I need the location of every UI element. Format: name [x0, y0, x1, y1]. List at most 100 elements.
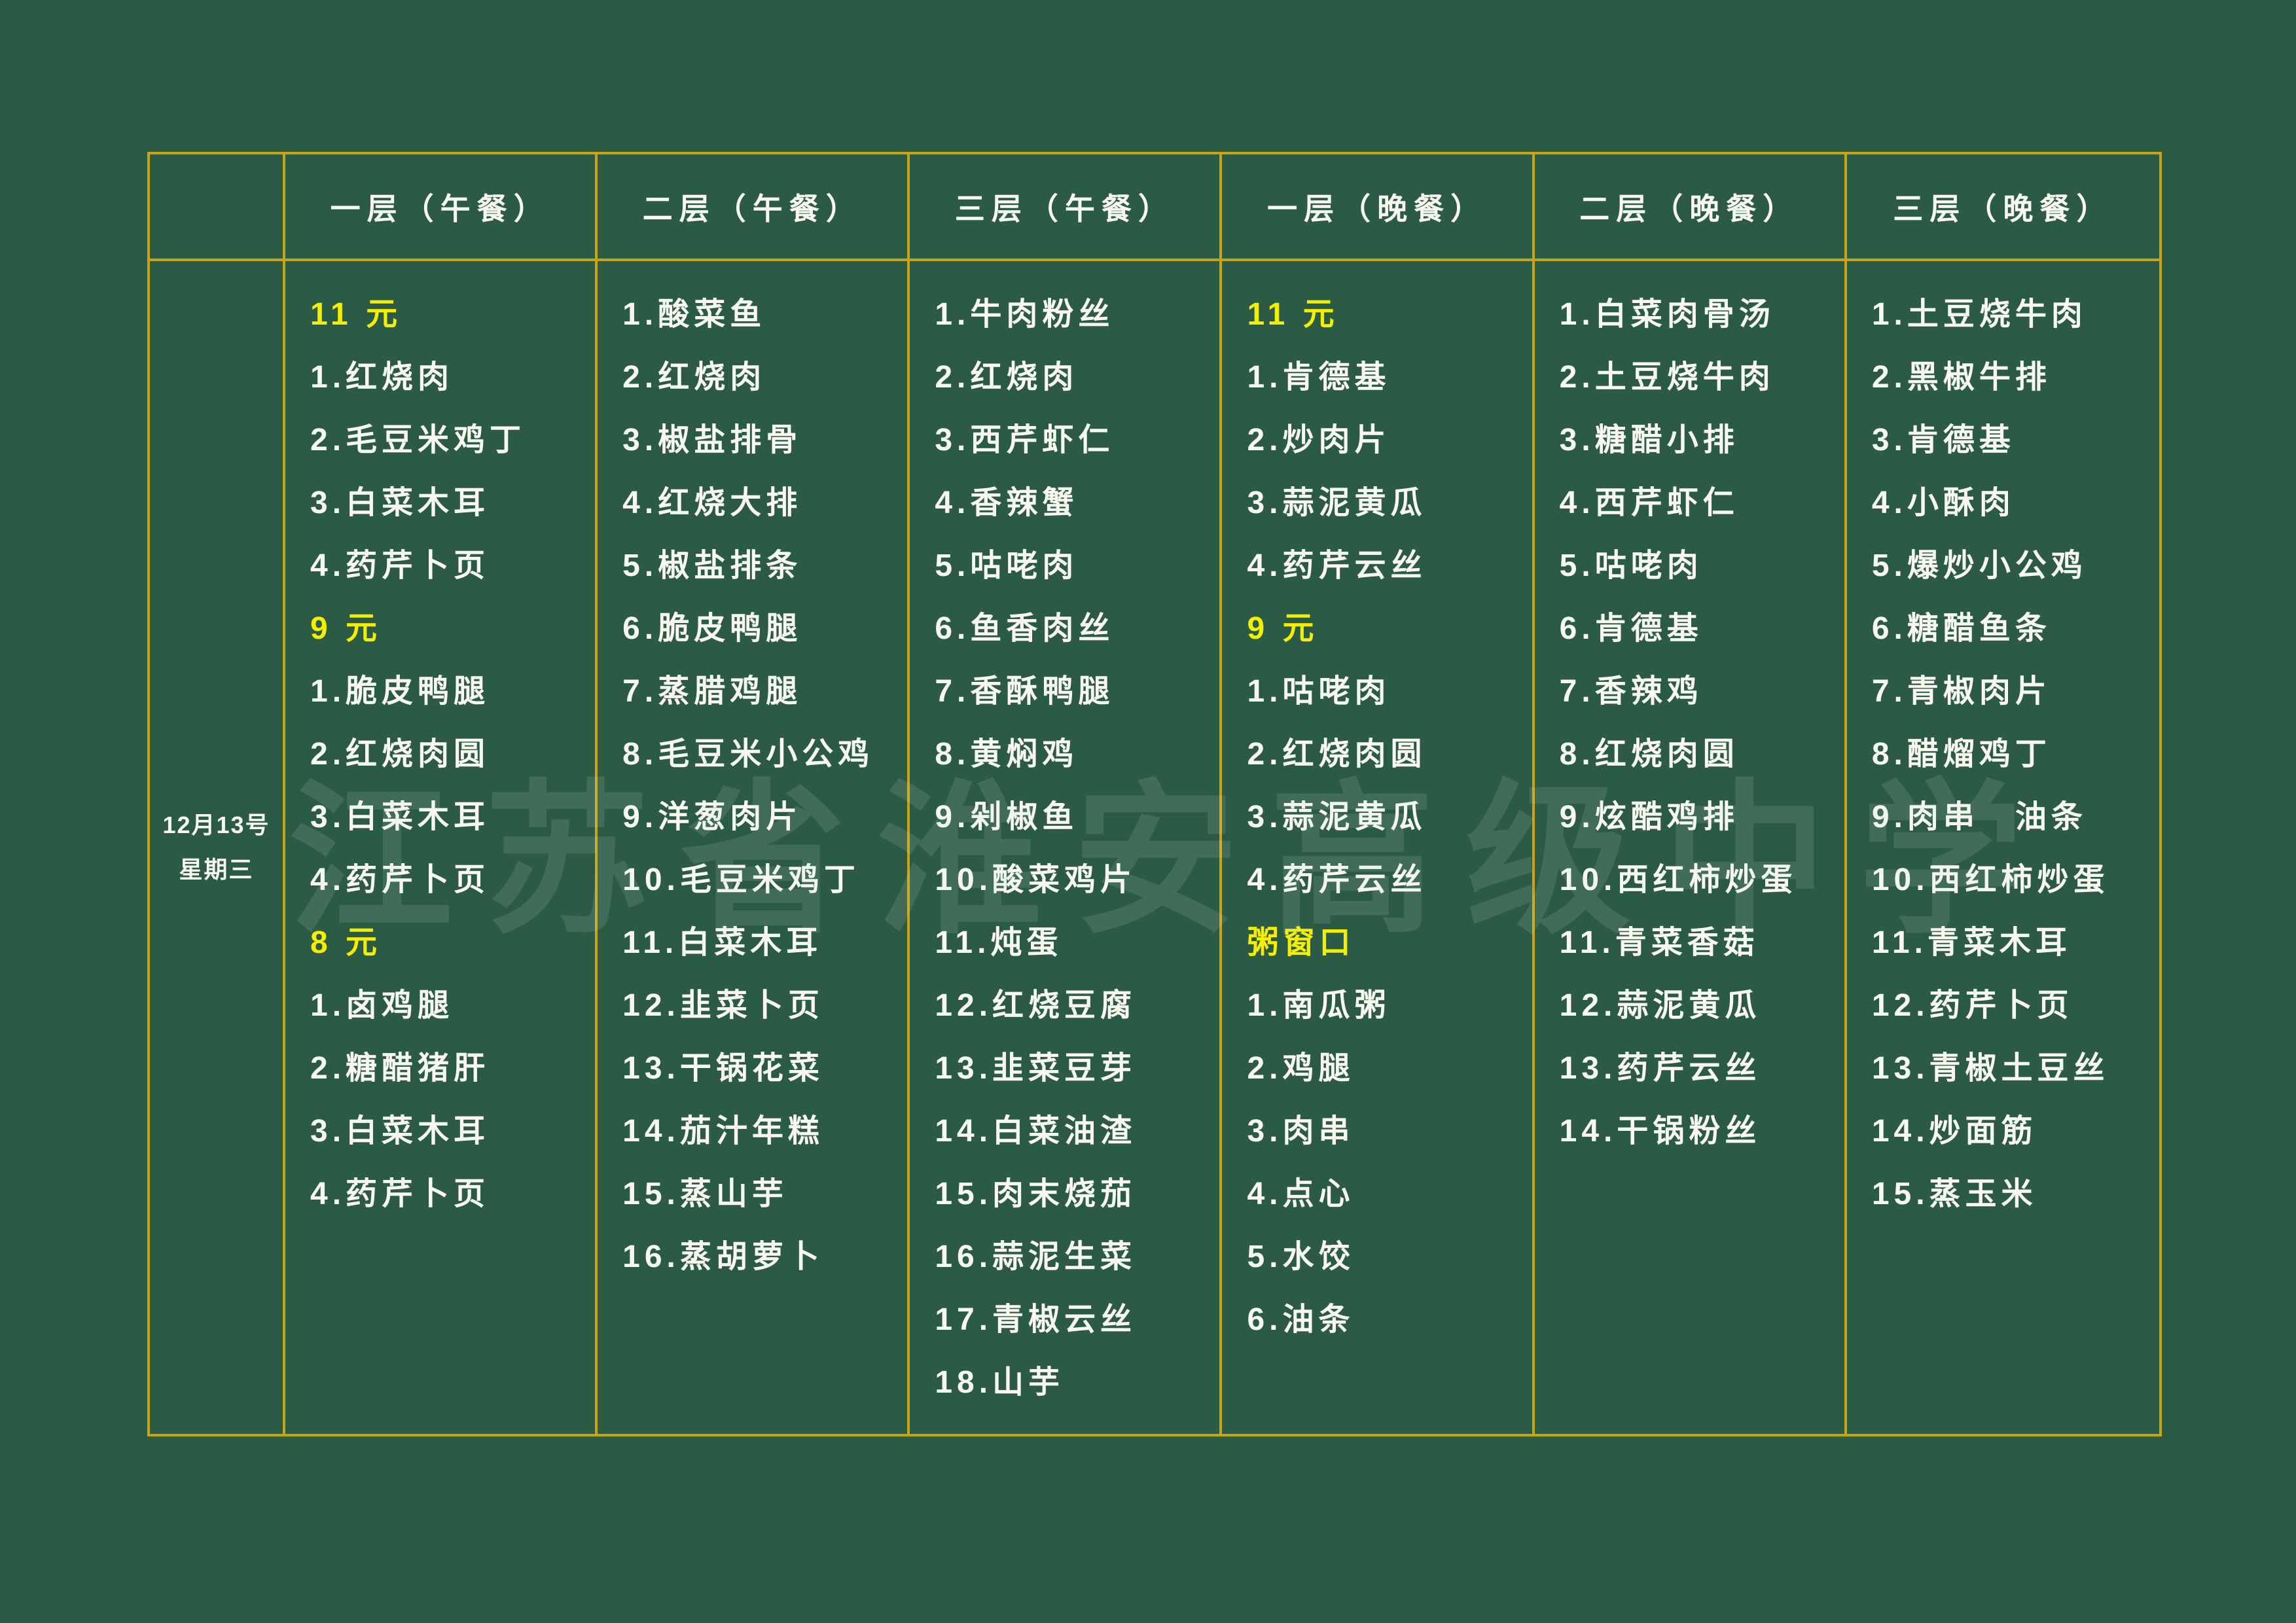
menu-item: 2.毛豆米鸡丁 — [310, 423, 526, 457]
header-cell-5: 二层（晚餐） — [1534, 154, 1847, 261]
price-label: 8 元 — [310, 925, 382, 960]
menu-item: 4.小酥肉 — [1871, 486, 2015, 520]
menu-item: 14.白菜油渣 — [935, 1114, 1137, 1149]
menu-item: 1.肯德基 — [1247, 360, 1391, 395]
menu-item: 7.香辣鸡 — [1559, 674, 1703, 709]
menu-column-6: 1.土豆烧牛肉 2.黑椒牛排 3.肯德基 4.小酥肉 5.爆炒小公鸡 6.糖醋鱼条 7.青椒… — [1847, 261, 2159, 1434]
menu-item: 1.牛肉粉丝 — [935, 297, 1115, 332]
menu-item: 5.爆炒小公鸡 — [1871, 548, 2087, 583]
menu-item: 4.香辣蟹 — [935, 486, 1079, 520]
price-label: 粥窗口 — [1247, 925, 1355, 960]
menu-item: 8.红烧肉圆 — [1559, 737, 1739, 772]
menu-column-2: 1.酸菜鱼 2.红烧肉 3.椒盐排骨 4.红烧大排 5.椒盐排条 6.脆皮鸭腿 7.蒸腊鸡腿… — [598, 261, 910, 1434]
menu-item: 12.红烧豆腐 — [935, 988, 1137, 1023]
menu-item: 6.脆皮鸭腿 — [622, 611, 802, 646]
menu-item: 5.咕咾肉 — [1559, 548, 1703, 583]
menu-item: 11.青菜木耳 — [1871, 925, 2072, 960]
menu-item: 9.剁椒鱼 — [935, 800, 1079, 834]
menu-item: 9.洋葱肉片 — [622, 800, 802, 834]
menu-item: 13.韭菜豆芽 — [935, 1051, 1137, 1086]
date-line1: 12月13号 — [162, 811, 270, 838]
menu-item: 1.卤鸡腿 — [310, 988, 454, 1023]
date-line2: 星期三 — [179, 856, 254, 883]
menu-item: 4.点心 — [1247, 1177, 1355, 1211]
menu-item: 2.炒肉片 — [1247, 423, 1391, 457]
price-label: 11 元 — [1247, 297, 1339, 332]
menu-item: 13.青椒土豆丝 — [1871, 1051, 2109, 1086]
header-cell-2: 二层（午餐） — [598, 154, 910, 261]
menu-item: 17.青椒云丝 — [935, 1302, 1137, 1337]
menu-item: 3.蒜泥黄瓜 — [1247, 486, 1427, 520]
header-cell-4: 一层（晚餐） — [1222, 154, 1535, 261]
header-cell-6: 三层（晚餐） — [1846, 154, 2159, 261]
menu-item: 2.红烧肉 — [935, 360, 1079, 395]
menu-item: 1.咕咾肉 — [1247, 674, 1391, 709]
menu-item: 4.药芹卜页 — [310, 1177, 490, 1211]
menu-item: 1.红烧肉 — [310, 360, 454, 395]
menu-item: 10.毛豆米鸡丁 — [622, 863, 860, 897]
menu-item: 11.白菜木耳 — [622, 925, 823, 960]
menu-item: 3.肉串 — [1247, 1114, 1355, 1149]
menu-item: 16.蒸胡萝卜 — [622, 1240, 824, 1274]
menu-item: 3.白菜木耳 — [310, 1114, 490, 1149]
menu-item: 2.红烧肉圆 — [310, 737, 490, 772]
menu-item: 7.香酥鸭腿 — [935, 674, 1115, 709]
menu-item: 2.鸡腿 — [1247, 1051, 1355, 1086]
price-label: 9 元 — [1247, 611, 1319, 646]
menu-item: 5.咕咾肉 — [935, 548, 1079, 583]
menu-column-3: 1.牛肉粉丝 2.红烧肉 3.西芹虾仁 4.香辣蟹 5.咕咾肉 6.鱼香肉丝 7.香酥鸭腿 8… — [910, 261, 1223, 1434]
corner-cell — [150, 154, 285, 261]
menu-item: 3.蒜泥黄瓜 — [1247, 800, 1427, 834]
menu-column-5: 1.白菜肉骨汤 2.土豆烧牛肉 3.糖醋小排 4.西芹虾仁 5.咕咾肉 6.肯德基 7.香辣… — [1535, 261, 1847, 1434]
menu-item: 4.药芹云丝 — [1247, 863, 1427, 897]
menu-item: 9.炫酷鸡排 — [1559, 800, 1739, 834]
menu-item: 2.红烧肉 — [622, 360, 766, 395]
menu-item: 5.椒盐排条 — [622, 548, 802, 583]
menu-item: 6.鱼香肉丝 — [935, 611, 1115, 646]
menu-item: 3.白菜木耳 — [310, 800, 490, 834]
menu-item: 8.毛豆米小公鸡 — [622, 737, 874, 772]
menu-item: 8.醋熘鸡丁 — [1871, 737, 2051, 772]
menu-item: 9.肉串 油条 — [1871, 800, 2087, 834]
menu-item: 12.药芹卜页 — [1871, 988, 2073, 1023]
menu-table: 12月13号 星期三 一层（午餐） 11 元 1.红烧肉 2.毛豆米鸡丁 3.白菜木耳 4… — [147, 152, 2162, 1436]
menu-item: 15.蒸玉米 — [1871, 1177, 2037, 1211]
menu-item: 4.西芹虾仁 — [1559, 486, 1739, 520]
menu-item: 3.糖醋小排 — [1559, 423, 1739, 457]
menu-item: 10.西红柿炒蛋 — [1559, 863, 1797, 897]
menu-item: 13.药芹云丝 — [1559, 1051, 1761, 1086]
menu-item: 4.红烧大排 — [622, 486, 802, 520]
menu-item: 14.茄汁年糕 — [622, 1114, 824, 1149]
menu-item: 6.糖醋鱼条 — [1871, 611, 2051, 646]
menu-item: 7.青椒肉片 — [1871, 674, 2051, 709]
menu-item: 2.红烧肉圆 — [1247, 737, 1427, 772]
menu-item: 1.白菜肉骨汤 — [1559, 297, 1775, 332]
menu-column-4: 11 元 1.肯德基 2.炒肉片 3.蒜泥黄瓜 4.药芹云丝 9 元 1.咕咾肉 2.红烧肉圆… — [1222, 261, 1535, 1434]
menu-item: 13.干锅花菜 — [622, 1051, 824, 1086]
menu-item: 15.肉末烧茄 — [935, 1177, 1137, 1211]
menu-item: 1.南瓜粥 — [1247, 988, 1391, 1023]
menu-item: 3.肯德基 — [1871, 423, 2015, 457]
menu-item: 12.蒜泥黄瓜 — [1559, 988, 1761, 1023]
price-label: 9 元 — [310, 611, 382, 646]
menu-item: 14.干锅粉丝 — [1559, 1114, 1761, 1149]
menu-item: 4.药芹卜页 — [310, 863, 490, 897]
menu-item: 3.白菜木耳 — [310, 486, 490, 520]
menu-item: 7.蒸腊鸡腿 — [622, 674, 802, 709]
menu-item: 1.土豆烧牛肉 — [1871, 297, 2087, 332]
header-cell-3: 三层（午餐） — [910, 154, 1223, 261]
menu-item: 8.黄焖鸡 — [935, 737, 1079, 772]
menu-item: 4.药芹卜页 — [310, 548, 490, 583]
menu-column-1: 11 元 1.红烧肉 2.毛豆米鸡丁 3.白菜木耳 4.药芹卜页 9 元 1.脆皮鸭腿 2.红… — [285, 261, 598, 1434]
menu-item: 2.黑椒牛排 — [1871, 360, 2051, 395]
menu-item: 15.蒸山芋 — [622, 1177, 788, 1211]
menu-item: 5.水饺 — [1247, 1240, 1355, 1274]
menu-item: 10.西红柿炒蛋 — [1871, 863, 2109, 897]
menu-item: 14.炒面筋 — [1871, 1114, 2037, 1149]
menu-item: 16.蒜泥生菜 — [935, 1240, 1137, 1274]
menu-item: 2.土豆烧牛肉 — [1559, 360, 1775, 395]
menu-item: 6.肯德基 — [1559, 611, 1703, 646]
menu-item: 11.青菜香菇 — [1559, 925, 1759, 960]
menu-item: 3.椒盐排骨 — [622, 423, 802, 457]
